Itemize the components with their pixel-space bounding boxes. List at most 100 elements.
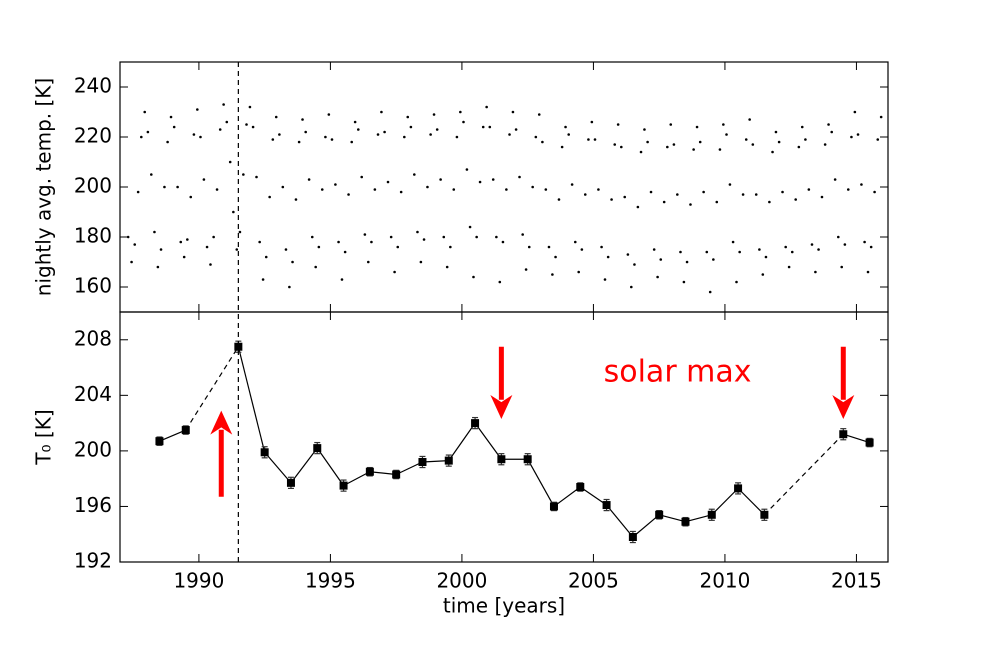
point <box>708 290 712 294</box>
point <box>278 133 281 136</box>
point <box>196 108 199 111</box>
point <box>583 193 587 196</box>
point <box>593 138 597 141</box>
point <box>560 145 564 149</box>
point <box>629 285 633 289</box>
point <box>146 130 150 134</box>
point <box>222 103 225 106</box>
point <box>823 143 827 146</box>
point <box>248 105 252 109</box>
point <box>133 243 137 246</box>
point <box>514 128 518 131</box>
point <box>389 235 393 239</box>
point <box>334 183 337 186</box>
point <box>235 248 239 251</box>
point <box>846 188 850 191</box>
point <box>459 110 462 114</box>
point <box>242 173 245 176</box>
marker <box>497 455 506 464</box>
point <box>347 193 350 196</box>
point <box>225 120 229 124</box>
point <box>682 280 686 284</box>
point <box>551 273 554 276</box>
point <box>603 278 607 281</box>
point <box>692 148 695 151</box>
point <box>807 188 811 191</box>
point <box>413 173 416 176</box>
point <box>541 140 544 144</box>
point <box>616 123 620 126</box>
point <box>126 235 130 239</box>
point <box>429 133 432 136</box>
point <box>143 110 147 114</box>
point <box>495 235 498 239</box>
point <box>258 240 261 244</box>
point <box>432 113 436 116</box>
marker <box>155 437 164 446</box>
point <box>465 168 469 171</box>
point <box>363 233 367 236</box>
point <box>777 140 781 144</box>
point <box>790 250 794 254</box>
marker <box>286 478 295 487</box>
point <box>869 245 873 249</box>
point <box>547 245 551 249</box>
point <box>136 190 140 194</box>
point <box>294 198 298 201</box>
point <box>590 120 594 124</box>
point <box>698 140 702 144</box>
marker <box>628 533 637 541</box>
point <box>205 245 209 249</box>
point <box>343 250 347 254</box>
line-segment <box>343 471 371 487</box>
point <box>422 238 426 241</box>
point <box>833 178 837 181</box>
point <box>288 285 291 289</box>
line-segment <box>632 514 660 538</box>
point <box>176 185 179 189</box>
point <box>527 245 531 249</box>
point <box>676 193 679 196</box>
point <box>573 240 577 244</box>
point <box>656 275 659 279</box>
marker <box>365 467 374 476</box>
point <box>620 145 623 149</box>
line-segment <box>553 486 581 507</box>
point <box>462 120 465 124</box>
point <box>153 230 156 234</box>
line-segment <box>395 461 423 476</box>
point <box>435 128 439 131</box>
line-segment <box>448 422 476 461</box>
point <box>383 130 386 134</box>
marker <box>392 470 401 479</box>
point <box>643 128 646 131</box>
point <box>830 130 834 134</box>
line-segment <box>763 433 844 516</box>
point <box>356 128 360 131</box>
point <box>327 113 331 116</box>
point <box>163 185 166 189</box>
marker <box>444 456 453 465</box>
point <box>498 280 502 284</box>
point <box>468 225 472 229</box>
point <box>524 268 528 271</box>
marker <box>839 430 848 439</box>
point <box>445 265 449 269</box>
point <box>261 278 265 281</box>
point <box>610 198 613 201</box>
point <box>218 128 222 131</box>
point <box>426 185 429 189</box>
point <box>304 130 307 134</box>
point <box>232 210 235 214</box>
point <box>652 248 656 251</box>
point <box>715 200 719 204</box>
line-segment <box>422 460 449 463</box>
y-tick-label: 180 <box>74 224 112 248</box>
point <box>199 135 202 139</box>
point <box>577 270 580 274</box>
x-tick-label: 1995 <box>305 569 356 593</box>
point <box>521 233 524 236</box>
point <box>452 188 456 191</box>
point <box>419 260 423 264</box>
